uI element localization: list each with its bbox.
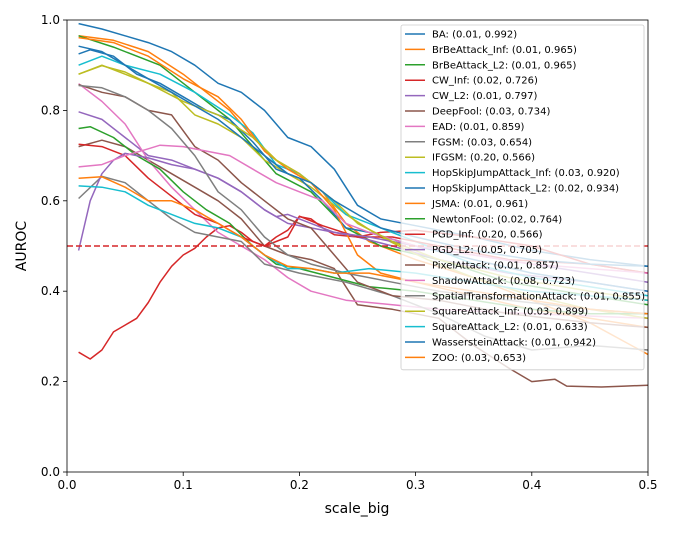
legend-entry-label: WassersteinAttack: (0.01, 0.942) (432, 338, 596, 349)
legend-entry-label: SquareAttack_Inf: (0.03, 0.899) (432, 307, 588, 318)
legend-entry-label: EAD: (0.01, 0.859) (432, 122, 525, 133)
legend-entry-label: SpatialTransformationAttack: (0.01, 0.85… (432, 291, 645, 302)
y-tick-label: 0.2 (41, 375, 60, 389)
x-tick-label: 0.4 (522, 478, 541, 492)
legend: BA: (0.01, 0.992) BrBeAttack_Inf: (0.01, … (400, 24, 645, 371)
x-tick-label: 0.0 (57, 478, 76, 492)
axes: 0.0 0.1 0.2 0.3 0.4 0.5 0.0 0.2 0.4 0.6 0.8 1.0 (41, 13, 658, 492)
y-tick-label: 0.6 (41, 194, 60, 208)
x-tick-label: 0.3 (406, 478, 425, 492)
y-tick-label: 0.8 (41, 103, 60, 117)
legend-entry-label: PGD_Inf: (0.20, 0.566) (432, 230, 543, 241)
legend-entry-label: ZOO: (0.03, 0.653) (432, 353, 526, 364)
legend-entry-label: HopSkipJumpAttack_Inf: (0.03, 0.920) (432, 168, 620, 179)
series-line-3 (78, 215, 648, 360)
y-tick-label: 0.4 (41, 284, 60, 298)
legend-entry-label: BrBeAttack_L2: (0.01, 0.965) (432, 60, 577, 71)
legend-entry-label: ShadowAttack: (0.08, 0.723) (432, 276, 575, 287)
x-tick-label: 0.1 (174, 478, 193, 492)
legend-entry-label: PGD_L2: (0.05, 0.705) (432, 245, 542, 256)
legend-entry-label: CW_Inf: (0.02, 0.726) (432, 76, 538, 87)
y-tick-label: 0.0 (41, 465, 60, 479)
legend-entry-label: HopSkipJumpAttack_L2: (0.02, 0.934) (432, 184, 619, 195)
x-axis-label: scale_big (325, 501, 390, 517)
legend-box (400, 24, 645, 371)
series-line-5 (78, 139, 648, 388)
legend-entry-label: SquareAttack_L2: (0.01, 0.633) (432, 322, 588, 333)
legend-entry-label: BrBeAttack_Inf: (0.01, 0.965) (432, 45, 577, 56)
axes-frame (66, 19, 649, 473)
y-tick-label: 1.0 (41, 13, 60, 27)
legend-entry-label: IFGSM: (0.20, 0.566) (432, 153, 535, 164)
legend-entry-label: FGSM: (0.03, 0.654) (432, 137, 532, 148)
x-tick-label: 0.2 (290, 478, 309, 492)
legend-entry-label: BA: (0.01, 0.992) (432, 30, 517, 41)
legend-entry-label: DeepFool: (0.03, 0.734) (432, 107, 550, 118)
legend-entry-label: CW_L2: (0.01, 0.797) (432, 91, 538, 102)
x-tick-label: 0.5 (638, 478, 657, 492)
y-axis-label: AUROC (14, 221, 30, 272)
legend-entry-label: JSMA: (0.01, 0.961) (431, 199, 528, 210)
legend-entry-label: NewtonFool: (0.02, 0.764) (432, 214, 562, 225)
legend-entry-label: PixelAttack: (0.01, 0.857) (432, 261, 559, 272)
